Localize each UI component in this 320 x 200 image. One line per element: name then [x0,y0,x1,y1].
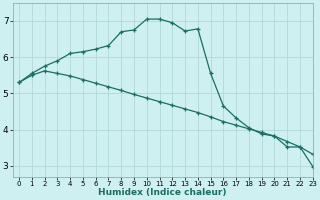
X-axis label: Humidex (Indice chaleur): Humidex (Indice chaleur) [99,188,227,197]
